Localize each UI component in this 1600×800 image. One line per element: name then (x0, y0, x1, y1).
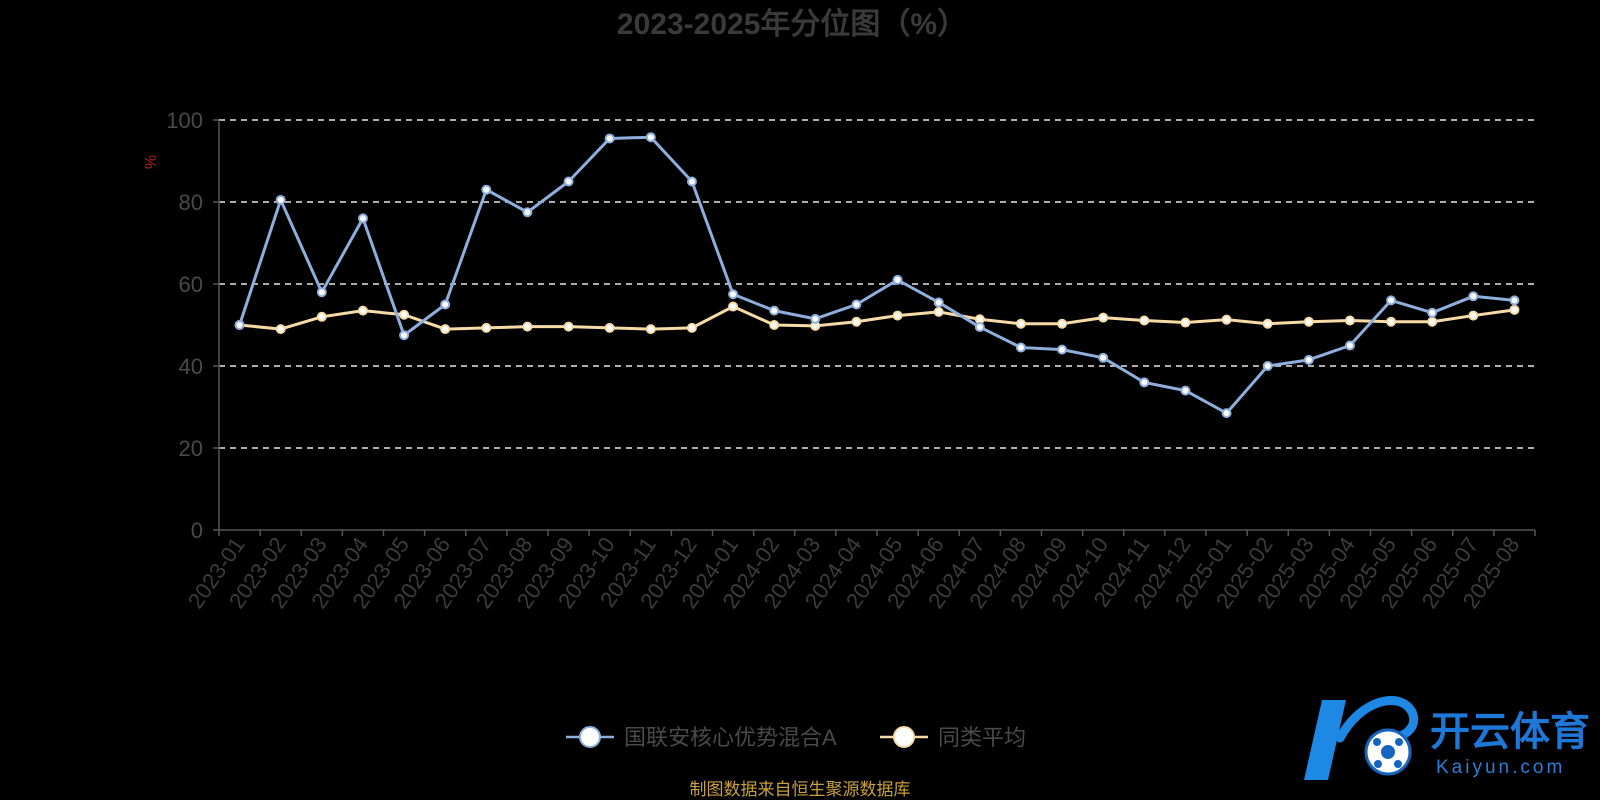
data-point-series-1[interactable] (933, 297, 944, 308)
data-point-series-2[interactable] (1262, 318, 1273, 329)
data-point-series-2[interactable] (686, 322, 697, 333)
data-point-series-1[interactable] (1509, 295, 1520, 306)
legend-label-series-2: 同类平均 (938, 725, 1026, 750)
series-line-1 (238, 135, 1515, 415)
data-point-series-1[interactable] (1221, 408, 1232, 419)
data-point-series-2[interactable] (399, 309, 410, 320)
y-axis-unit-label: % (143, 155, 160, 169)
data-point-series-2[interactable] (357, 305, 368, 316)
data-point-series-1[interactable] (686, 176, 697, 187)
data-point-series-1[interactable] (769, 305, 780, 316)
legend-marker-series-2 (893, 726, 915, 748)
data-point-series-1[interactable] (234, 320, 245, 330)
data-point-series-2[interactable] (851, 316, 862, 327)
data-point-series-2[interactable] (1427, 316, 1438, 327)
data-point-series-1[interactable] (275, 194, 286, 205)
data-point-series-1[interactable] (892, 274, 903, 285)
watermark-logo: 开云体育 Kaiyun.com (1304, 696, 1590, 780)
legend-marker-series-1 (579, 726, 601, 748)
data-point-series-1[interactable] (1427, 307, 1438, 318)
legend-item-series-2[interactable]: 同类平均 (880, 725, 1026, 750)
series-lines (234, 132, 1520, 419)
data-point-series-2[interactable] (1509, 304, 1520, 315)
y-tick-label: 40 (179, 354, 203, 379)
data-point-series-2[interactable] (1139, 315, 1150, 326)
data-point-series-2[interactable] (1221, 314, 1232, 325)
data-point-series-1[interactable] (1303, 354, 1314, 365)
data-point-series-1[interactable] (316, 287, 327, 298)
data-source-note: 制图数据来自恒生聚源数据库 (690, 780, 911, 799)
y-axis-ticks: 0 20 40 60 80 100 (166, 108, 219, 543)
data-point-series-2[interactable] (1386, 316, 1397, 327)
data-point-series-2[interactable] (1057, 318, 1068, 329)
data-point-series-2[interactable] (892, 310, 903, 321)
data-point-series-1[interactable] (728, 289, 739, 300)
watermark-name-en: Kaiyun.com (1436, 757, 1565, 778)
y-tick-label: 100 (166, 108, 203, 133)
data-point-series-1[interactable] (810, 313, 821, 324)
data-point-series-1[interactable] (1098, 352, 1109, 363)
y-tick-label: 60 (179, 272, 203, 297)
data-point-series-1[interactable] (1057, 344, 1068, 355)
data-point-series-1[interactable] (1180, 385, 1191, 396)
data-point-series-1[interactable] (1386, 295, 1397, 306)
data-point-series-1[interactable] (1468, 291, 1479, 302)
data-point-series-2[interactable] (1098, 312, 1109, 323)
data-point-series-1[interactable] (440, 299, 451, 310)
data-point-series-1[interactable] (357, 213, 368, 224)
data-point-series-2[interactable] (481, 322, 492, 333)
data-point-series-2[interactable] (1180, 317, 1191, 328)
data-point-series-2[interactable] (769, 320, 780, 330)
data-point-series-2[interactable] (728, 301, 739, 312)
data-point-series-1[interactable] (1015, 342, 1026, 353)
y-tick-label: 20 (179, 436, 203, 461)
x-axis-ticks: 2023-012023-022023-032023-042023-052023-… (183, 530, 1536, 613)
series-line-2 (239, 305, 1515, 331)
data-point-series-1[interactable] (563, 176, 574, 187)
data-point-series-2[interactable] (645, 324, 656, 335)
data-point-series-2[interactable] (563, 321, 574, 332)
data-point-series-2[interactable] (316, 311, 327, 322)
data-point-series-1[interactable] (481, 184, 492, 195)
watermark-name-cn: 开云体育 (1430, 710, 1590, 754)
y-tick-label: 80 (179, 190, 203, 215)
data-point-series-1[interactable] (399, 330, 410, 341)
data-point-series-2[interactable] (1344, 315, 1355, 326)
data-point-series-2[interactable] (1303, 316, 1314, 327)
gridlines (219, 119, 1535, 449)
legend-item-series-1[interactable]: 国联安核心优势混合A (566, 725, 837, 750)
data-point-series-2[interactable] (604, 322, 615, 333)
data-point-series-2[interactable] (522, 321, 533, 332)
data-point-series-1[interactable] (604, 133, 615, 144)
legend: 国联安核心优势混合A 同类平均 (566, 725, 1026, 750)
data-point-series-1[interactable] (1139, 377, 1150, 388)
data-point-series-1[interactable] (522, 207, 533, 218)
data-point-series-1[interactable] (851, 299, 862, 310)
legend-label-series-1: 国联安核心优势混合A (624, 725, 837, 750)
data-point-series-1[interactable] (1344, 340, 1355, 351)
data-point-series-2[interactable] (1015, 318, 1026, 329)
data-point-series-2[interactable] (933, 306, 944, 317)
data-point-series-2[interactable] (275, 324, 286, 335)
data-point-series-1[interactable] (645, 132, 656, 143)
data-point-series-1[interactable] (974, 322, 985, 333)
kaiyun-logo-icon (1304, 696, 1419, 780)
data-point-series-1[interactable] (1262, 361, 1273, 371)
data-point-series-2[interactable] (440, 324, 451, 335)
data-point-series-2[interactable] (1468, 310, 1479, 321)
chart-title: 2023-2025年分位图（%） (617, 7, 967, 41)
y-tick-label: 0 (191, 518, 203, 543)
